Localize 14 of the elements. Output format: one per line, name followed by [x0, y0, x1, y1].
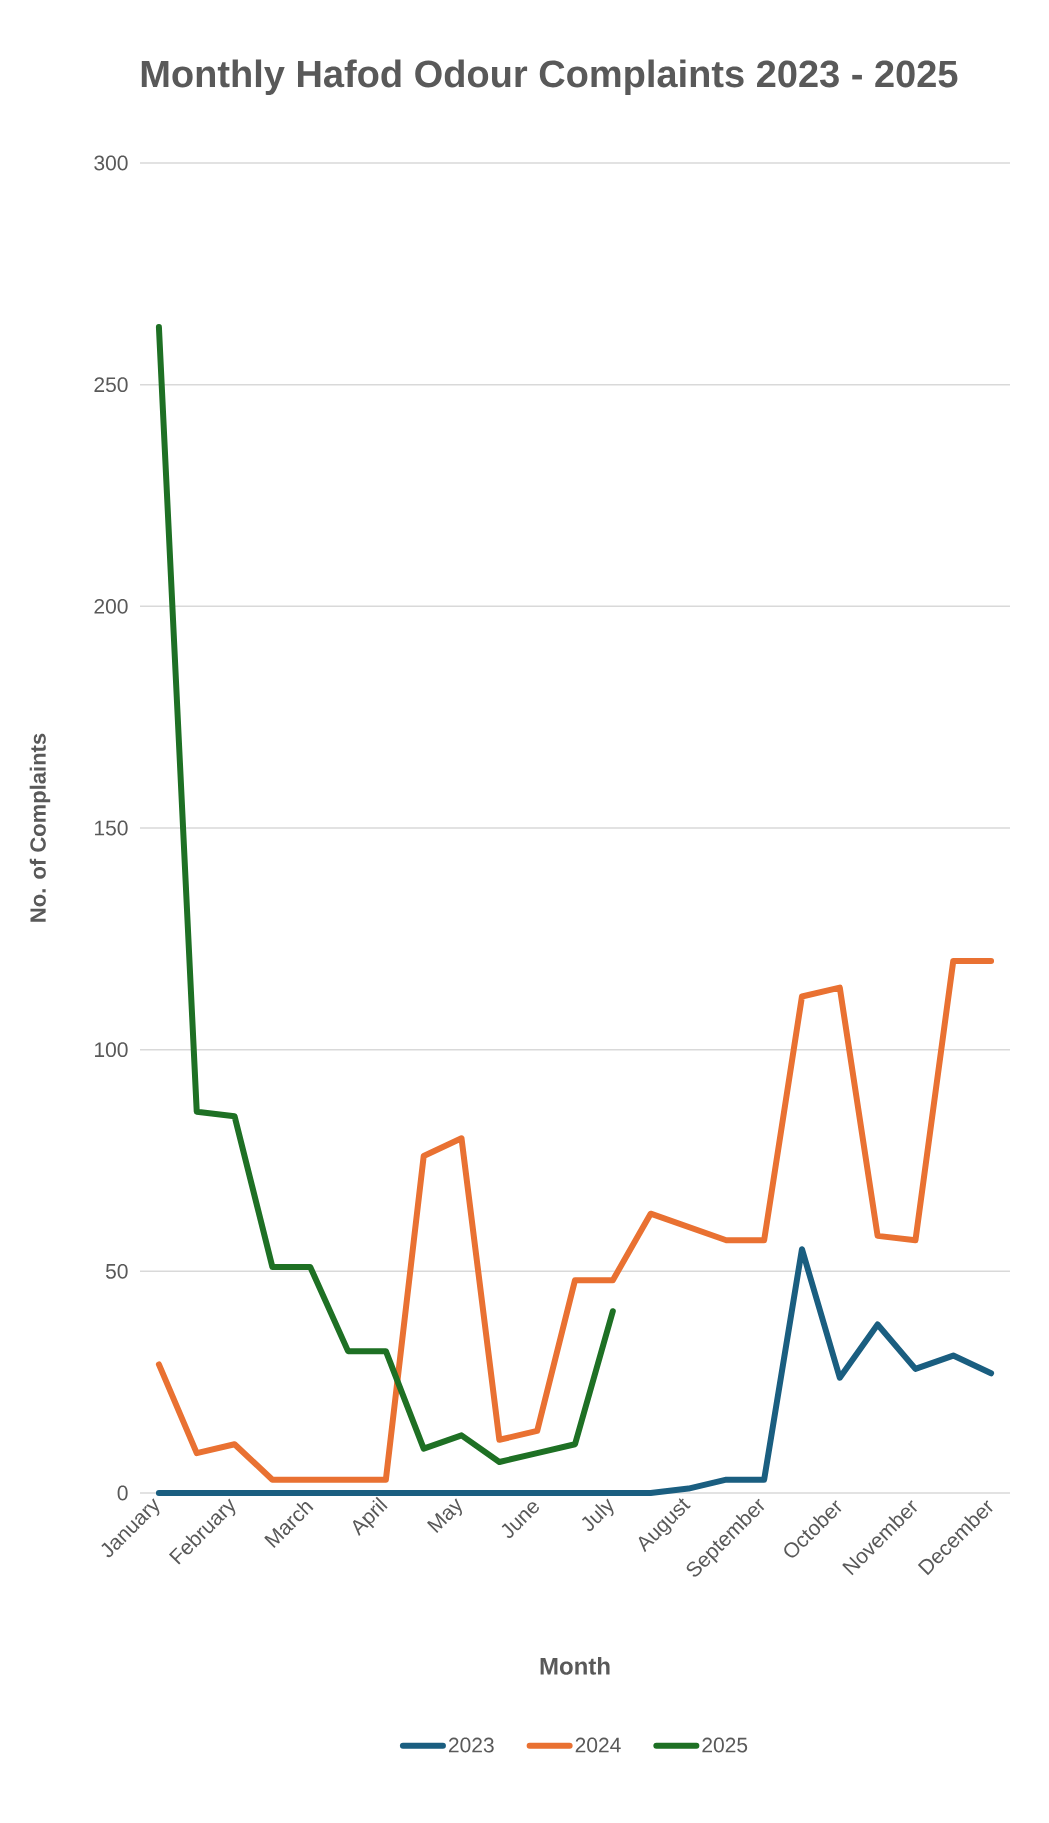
chart-title: Monthly Hafod Odour Complaints 2023 - 2025 — [141, 59, 958, 95]
y-axis-title: No. of Complaints — [29, 733, 51, 922]
x-tick-label: May — [426, 1498, 462, 1533]
y-tick-label: 200 — [94, 598, 128, 614]
y-tick-label: 250 — [94, 377, 128, 393]
legend-label: 2023 — [448, 1737, 494, 1753]
y-tick-label: 50 — [105, 1263, 128, 1279]
legend-label: 2024 — [575, 1737, 621, 1753]
x-axis-title: Month — [540, 1657, 610, 1675]
y-tick-label: 150 — [95, 820, 128, 836]
y-tick-label: 300 — [94, 155, 128, 171]
y-tick-label: 100 — [95, 1042, 128, 1058]
x-tick-label: July — [581, 1498, 614, 1532]
legend-label: 2025 — [702, 1737, 748, 1753]
